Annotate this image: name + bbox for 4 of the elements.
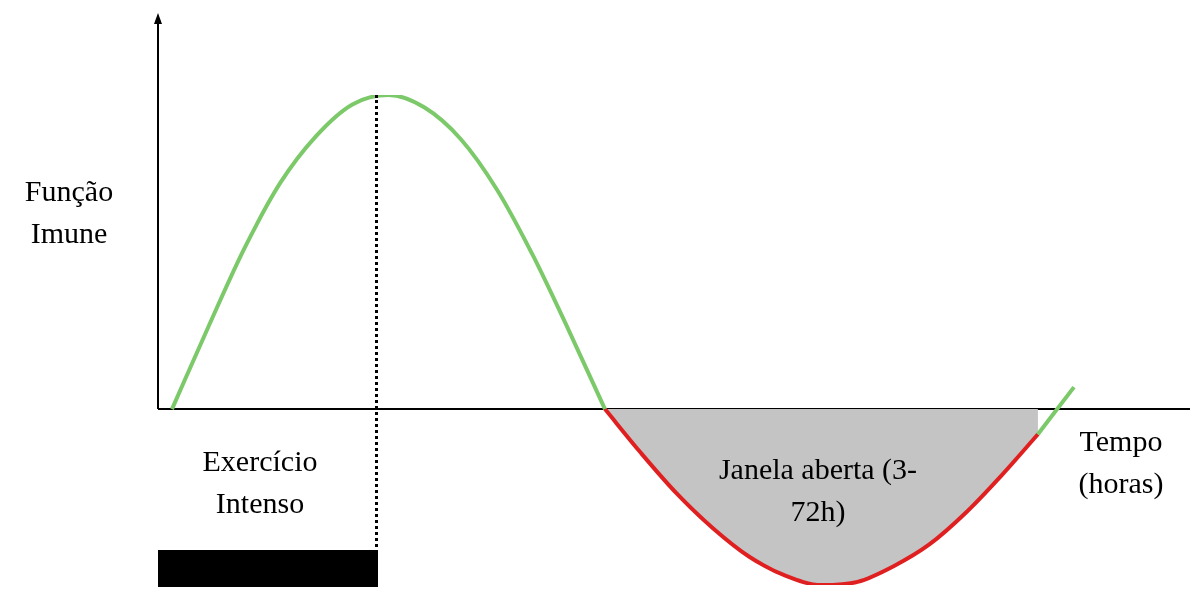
annotation: Exercício Intenso — [201, 443, 319, 521]
annotation: Janela aberta (3-72h) — [718, 451, 918, 529]
y-axis-title: Função Imune — [23, 173, 115, 251]
x-axis-title: Tempo (horas) — [1077, 423, 1165, 501]
